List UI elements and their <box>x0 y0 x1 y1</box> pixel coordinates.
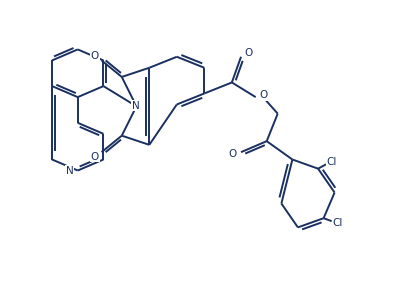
Text: O: O <box>244 48 252 58</box>
Text: Cl: Cl <box>333 218 343 228</box>
Text: N: N <box>66 165 74 176</box>
Text: O: O <box>229 149 237 159</box>
Text: O: O <box>91 152 99 162</box>
Text: O: O <box>91 51 99 61</box>
Text: N: N <box>132 101 140 111</box>
Text: Cl: Cl <box>327 157 337 167</box>
Text: O: O <box>260 90 268 100</box>
